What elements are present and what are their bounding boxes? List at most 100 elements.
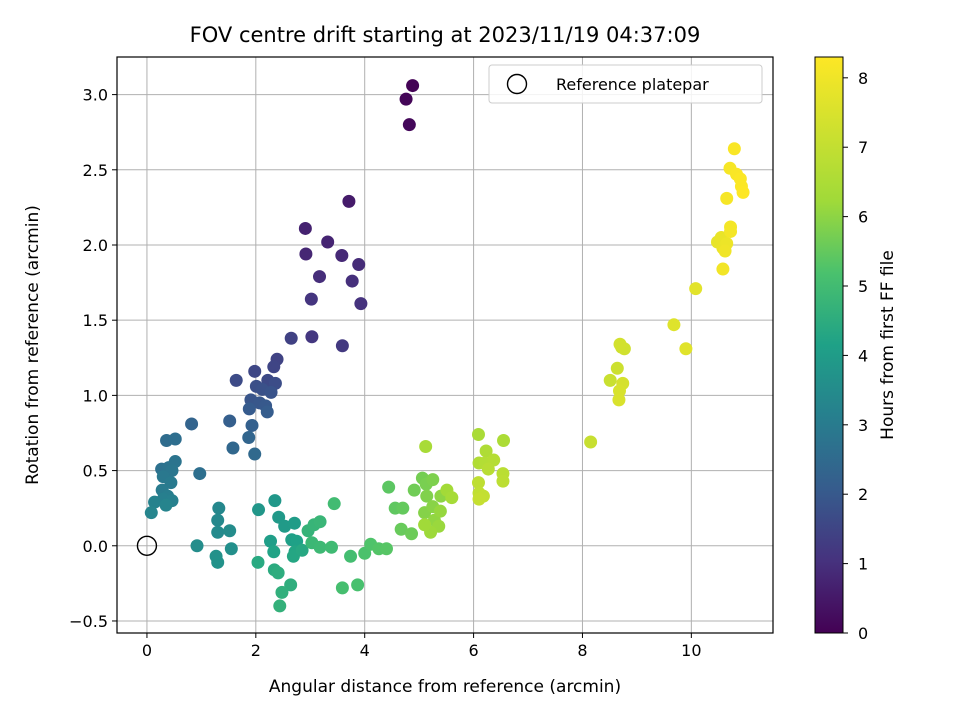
data-point — [211, 555, 225, 569]
x-tick-label: 8 — [577, 641, 587, 660]
data-point — [295, 543, 309, 557]
x-tick-label: 4 — [360, 641, 370, 660]
data-point — [479, 444, 493, 458]
data-point — [313, 270, 327, 284]
data-point — [736, 185, 750, 199]
y-tick-label: 0.5 — [83, 462, 108, 481]
data-point — [394, 522, 408, 536]
data-point — [327, 497, 341, 511]
data-point — [305, 330, 319, 344]
data-point — [342, 194, 356, 208]
x-axis: 0 2 4 6 8 10 — [142, 633, 702, 660]
data-point — [267, 545, 281, 559]
data-point — [716, 262, 730, 276]
data-point — [268, 494, 282, 508]
data-point — [313, 515, 327, 529]
x-tick-label: 0 — [142, 641, 152, 660]
data-point — [273, 599, 287, 613]
data-point — [211, 525, 225, 539]
data-point — [612, 393, 626, 407]
colorbar-label: Hours from first FF file — [878, 250, 898, 440]
data-point — [445, 491, 459, 505]
data-point — [298, 221, 312, 235]
data-point — [313, 540, 327, 554]
data-points — [144, 79, 750, 613]
y-tick-label: 3.0 — [83, 86, 108, 105]
y-tick-label: −0.5 — [69, 612, 108, 631]
data-point — [351, 578, 365, 592]
data-point — [168, 432, 182, 446]
data-point — [679, 342, 693, 356]
y-tick-label: 0.0 — [83, 537, 108, 556]
colorbar-tick-label: 3 — [858, 416, 868, 435]
reference-marker-layer — [136, 535, 158, 556]
data-point — [324, 540, 338, 554]
data-point — [267, 360, 281, 374]
data-point — [497, 433, 511, 447]
data-point — [406, 79, 420, 93]
data-point — [399, 92, 413, 106]
data-point — [335, 339, 349, 353]
colorbar-tick-label: 7 — [858, 138, 868, 157]
y-tick-label: 1.5 — [83, 311, 108, 330]
data-point — [211, 513, 225, 527]
data-point — [190, 539, 204, 553]
data-point — [264, 534, 278, 548]
data-point — [224, 542, 238, 556]
colorbar-tick-label: 1 — [858, 555, 868, 574]
colorbar-tick-label: 6 — [858, 208, 868, 227]
data-point — [242, 402, 256, 416]
data-point — [352, 258, 366, 272]
data-point — [496, 474, 510, 488]
colorbar: 0 1 2 3 4 5 6 7 8 Hours from first FF file — [814, 56, 898, 643]
data-point — [245, 418, 259, 432]
data-point — [223, 524, 237, 538]
legend-entry-reference-platepar: Reference platepar — [556, 75, 709, 94]
data-point — [299, 247, 313, 261]
data-point — [418, 518, 432, 532]
data-point — [185, 417, 199, 431]
data-point — [718, 244, 732, 258]
data-point — [402, 118, 416, 132]
data-point — [212, 501, 226, 515]
data-point — [242, 430, 256, 444]
x-tick-label: 6 — [468, 641, 478, 660]
colorbar-tick-label: 5 — [858, 277, 868, 296]
data-point — [260, 405, 274, 419]
data-point — [426, 473, 440, 487]
grid — [117, 57, 773, 633]
data-point — [354, 297, 368, 311]
y-axis: −0.5 0.0 0.5 1.0 1.5 2.0 2.5 3.0 — [69, 86, 117, 631]
data-point — [278, 519, 292, 533]
data-point — [275, 585, 289, 599]
data-point — [727, 142, 741, 156]
data-point — [248, 447, 262, 461]
y-tick-label: 1.0 — [83, 386, 108, 405]
data-point — [335, 249, 349, 263]
data-point — [344, 549, 358, 563]
data-point — [193, 467, 207, 481]
data-point — [379, 542, 393, 556]
data-point — [472, 492, 486, 506]
legend: Reference platepar — [488, 64, 763, 104]
data-point — [284, 578, 298, 592]
data-point — [251, 555, 265, 569]
data-point — [284, 331, 298, 345]
data-point — [610, 361, 624, 375]
data-point — [345, 274, 359, 288]
data-point — [229, 373, 243, 387]
data-point — [159, 498, 173, 512]
data-point — [396, 501, 410, 515]
x-tick-label: 10 — [681, 641, 701, 660]
data-point — [248, 364, 262, 378]
data-point — [667, 318, 681, 332]
colorbar-tick-label: 0 — [858, 624, 868, 643]
reference-marker-icon — [136, 535, 158, 556]
data-point — [252, 503, 266, 517]
y-axis-label: Rotation from reference (arcmin) — [23, 205, 43, 485]
data-point — [264, 385, 278, 399]
data-point — [407, 483, 421, 497]
colorbar-tick-label: 8 — [858, 69, 868, 88]
data-point — [584, 435, 598, 449]
